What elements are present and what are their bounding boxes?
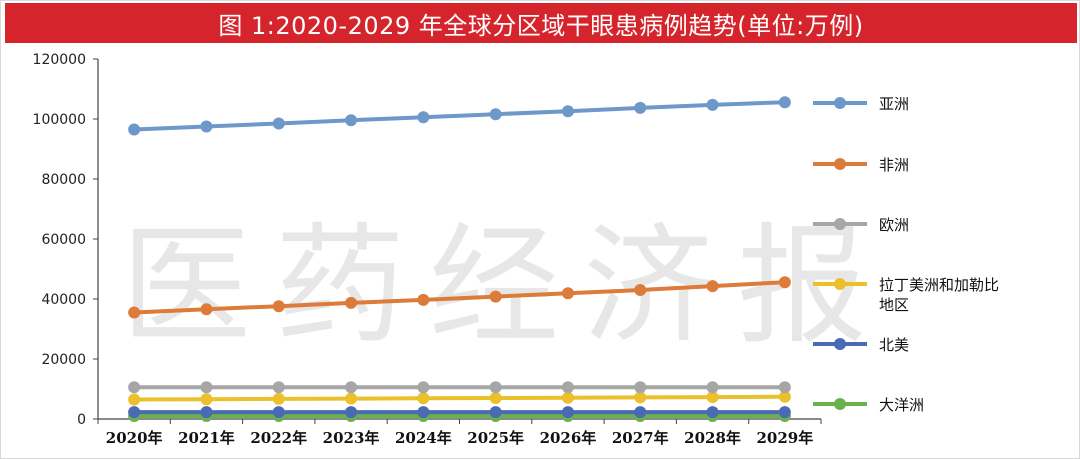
data-point xyxy=(561,381,574,394)
x-tick-label: 2020年 xyxy=(106,429,163,447)
data-point xyxy=(634,101,647,114)
x-tick-label: 2025年 xyxy=(467,429,524,447)
legend-label: 拉丁美洲和加勒比 xyxy=(879,276,999,294)
x-tick-label: 2022年 xyxy=(250,429,307,447)
legend-marker xyxy=(834,158,846,170)
data-point xyxy=(345,406,358,419)
data-point xyxy=(706,381,719,394)
data-point xyxy=(778,406,791,419)
legend-label: 亚洲 xyxy=(879,95,909,113)
data-point xyxy=(417,381,430,394)
data-point xyxy=(561,391,574,404)
data-point xyxy=(634,391,647,404)
data-point xyxy=(345,114,358,127)
legend-marker xyxy=(834,398,846,410)
x-tick-label: 2027年 xyxy=(612,429,669,447)
data-point xyxy=(778,381,791,394)
y-tick-label: 20000 xyxy=(41,352,86,368)
data-point xyxy=(489,406,502,419)
x-tick-label: 2028年 xyxy=(684,429,741,447)
legend-label: 北美 xyxy=(879,336,909,354)
series-line-1 xyxy=(134,280,785,315)
legend-label: 非洲 xyxy=(879,156,909,174)
data-point xyxy=(345,296,358,309)
data-point xyxy=(272,381,285,394)
legend-marker xyxy=(834,97,846,109)
data-point xyxy=(634,381,647,394)
data-point xyxy=(634,406,647,419)
data-point xyxy=(706,98,719,111)
data-point xyxy=(128,381,141,394)
legend-label: 大洋洲 xyxy=(879,396,924,414)
data-point xyxy=(128,406,141,419)
series-line-0 xyxy=(134,100,785,132)
data-point xyxy=(272,406,285,419)
data-point xyxy=(345,392,358,405)
data-point xyxy=(561,105,574,118)
y-tick-label: 80000 xyxy=(41,172,86,188)
data-point xyxy=(778,390,791,403)
data-point xyxy=(706,280,719,293)
data-point xyxy=(706,391,719,404)
data-point xyxy=(345,381,358,394)
data-point xyxy=(417,406,430,419)
data-point xyxy=(489,392,502,404)
data-point xyxy=(489,108,502,121)
legend-label: 欧洲 xyxy=(879,216,909,234)
series-line-3 xyxy=(134,394,785,402)
data-point xyxy=(417,293,430,306)
x-tick-label: 2021年 xyxy=(178,429,235,447)
data-point xyxy=(128,306,141,319)
data-point xyxy=(272,300,285,313)
y-tick-label: 60000 xyxy=(41,232,86,248)
y-tick-label: 100000 xyxy=(33,112,86,128)
data-point xyxy=(561,287,574,300)
x-tick-label: 2024年 xyxy=(395,429,452,447)
y-tick-label: 120000 xyxy=(33,52,86,68)
chart-title: 图 1:2020-2029 年全球分区域干眼患病例趋势(单位:万例) xyxy=(218,11,864,40)
data-point xyxy=(417,111,430,124)
data-point xyxy=(561,406,574,419)
data-point xyxy=(778,96,791,109)
title-bar: 图 1:2020-2029 年全球分区域干眼患病例趋势(单位:万例) xyxy=(5,3,1077,43)
legend-marker xyxy=(834,278,846,290)
data-point xyxy=(200,381,213,394)
watermark-text: 医药经济报 xyxy=(121,210,891,362)
data-point xyxy=(128,123,141,136)
data-point xyxy=(272,392,285,405)
x-tick-label: 2029年 xyxy=(756,429,813,447)
data-point xyxy=(489,290,502,303)
data-point xyxy=(200,303,213,316)
data-point xyxy=(778,276,791,289)
legend-marker xyxy=(834,218,846,230)
data-point xyxy=(200,406,213,419)
data-point xyxy=(634,284,647,296)
data-point xyxy=(706,406,719,419)
data-point xyxy=(200,120,213,133)
data-point xyxy=(200,393,213,406)
data-point xyxy=(272,117,285,130)
x-tick-label: 2023年 xyxy=(323,429,380,447)
data-point xyxy=(489,381,502,394)
legend-label: 地区 xyxy=(879,296,909,314)
legend-marker xyxy=(834,338,846,350)
data-point xyxy=(417,392,430,405)
data-point xyxy=(128,393,141,406)
x-tick-label: 2026年 xyxy=(540,429,597,447)
y-tick-label: 40000 xyxy=(41,292,86,308)
y-tick-label: 0 xyxy=(77,412,86,428)
